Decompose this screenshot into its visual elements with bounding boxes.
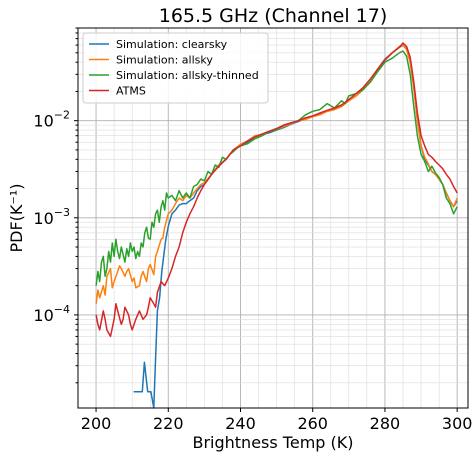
legend-box bbox=[82, 32, 269, 104]
series-line-3 bbox=[95, 50, 458, 286]
legend-entry-3: Simulation: allsky-thinned bbox=[116, 69, 259, 82]
series-line-4 bbox=[95, 42, 458, 338]
x-tick-label: 240 bbox=[225, 414, 256, 433]
y-tick-label: 10−3 bbox=[33, 206, 70, 228]
legend-entry-2: Simulation: allsky bbox=[116, 54, 213, 67]
x-tick-label: 300 bbox=[442, 414, 473, 433]
x-axis-label: Brightness Temp (K) bbox=[192, 433, 353, 452]
legend-entry-4: ATMS bbox=[116, 85, 146, 98]
x-tick-label: 200 bbox=[81, 414, 112, 433]
x-tick-label: 220 bbox=[153, 414, 184, 433]
legend-entry-1: Simulation: clearsky bbox=[116, 38, 228, 51]
legend: Simulation: clearsky Simulation: allsky Si… bbox=[82, 32, 269, 104]
y-tick-label: 10−2 bbox=[33, 109, 70, 131]
y-tick-label: 10−4 bbox=[33, 303, 70, 325]
chart-title: 165.5 GHz (Channel 17) bbox=[159, 5, 388, 27]
series-lines bbox=[95, 42, 458, 409]
axis-ticks: 200 220 240 260 280 300 10−4 10−3 10−2 bbox=[33, 27, 473, 433]
x-tick-label: 260 bbox=[297, 414, 328, 433]
y-axis-label: PDF(K⁻¹) bbox=[7, 183, 26, 252]
x-tick-label: 280 bbox=[370, 414, 401, 433]
